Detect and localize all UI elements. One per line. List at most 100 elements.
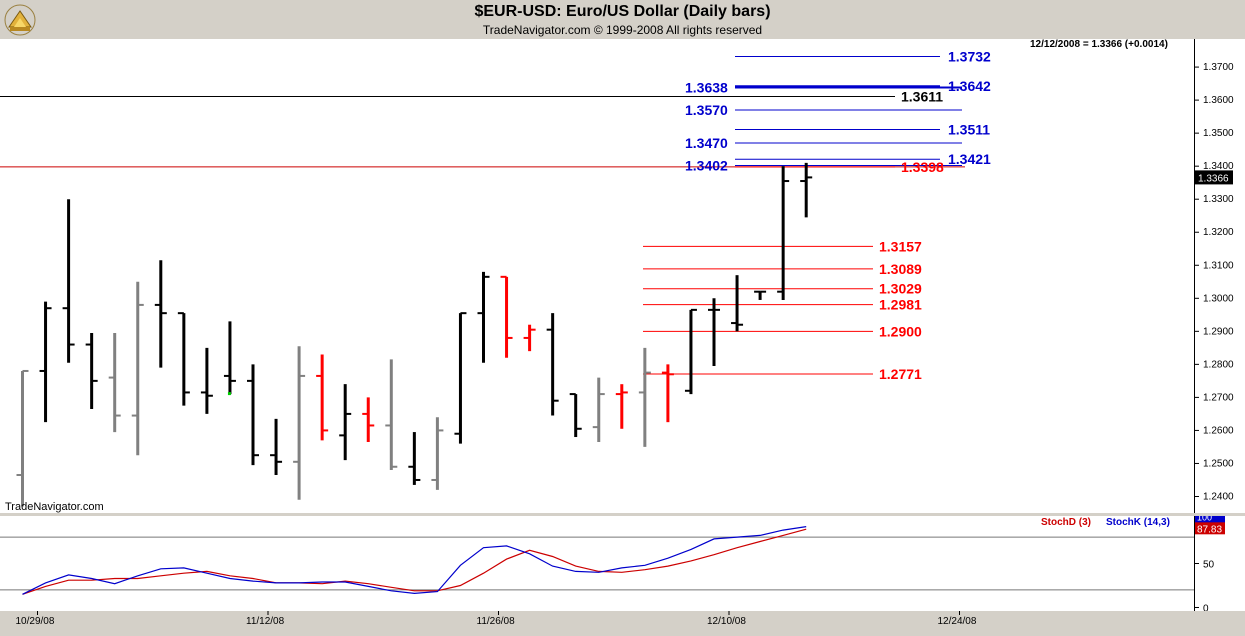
level-label-1.3570: 1.3570 [685, 102, 728, 118]
level-label-1.3642: 1.3642 [948, 78, 991, 94]
ohlc-bar [477, 271, 490, 363]
ohlc-bar [270, 418, 283, 476]
ohlc-bar [684, 308, 697, 395]
stochastic-axis-ticks: 05010010087.83 [1195, 512, 1225, 614]
date-tick-label: 10/29/08 [16, 616, 55, 627]
chart-header: $EUR-USD: Euro/US Dollar (Daily bars) Tr… [0, 0, 1245, 39]
price-tick-label: 1.2400 [1203, 491, 1234, 502]
price-axis[interactable]: 1.2400 1.2500 1.2600 1.2700 1.2800 1.2900 1.30… [1194, 39, 1245, 513]
price-tick-label: 1.3600 [1203, 95, 1234, 106]
stoch-k-legend: StochK (14,3) [1106, 517, 1170, 528]
price-tick-label: 1.2500 [1203, 458, 1234, 469]
ohlc-bar [16, 369, 29, 507]
ohlc-bar [177, 312, 190, 406]
price-tick-label: 1.3700 [1203, 62, 1234, 73]
level-label-1.3732: 1.3732 [948, 49, 991, 65]
green-marker [227, 392, 231, 396]
watermark: TradeNavigator.com [5, 501, 104, 513]
stoch-tick-label: 50 [1203, 560, 1215, 571]
stochastic-axis[interactable]: 05010010087.83 [1194, 512, 1245, 614]
ohlc-bar [200, 347, 213, 414]
ohlc-bar [731, 275, 744, 332]
level-label-1.3511: 1.3511 [948, 122, 990, 138]
copyright-line: TradeNavigator.com © 1999-2008 All right… [482, 23, 763, 37]
level-label-1.3402: 1.3402 [685, 158, 728, 174]
stoch-d-line [22, 528, 807, 595]
level-label-1.3611: 1.3611 [901, 88, 943, 104]
ohlc-bar [708, 298, 720, 367]
price-tick-label: 1.2800 [1203, 359, 1234, 370]
ohlc-bar [777, 166, 790, 300]
ohlc-bar [108, 332, 121, 433]
level-label-1.2900: 1.2900 [879, 323, 922, 339]
price-panel[interactable]: 1.3732 1.3642 1.3638 1.3611 1.3570 1.3511 1.34… [0, 39, 1194, 513]
price-tick-label: 1.2600 [1203, 425, 1234, 436]
ohlc-bar [500, 275, 513, 358]
level-label-1.3029: 1.3029 [879, 281, 922, 297]
stochastic-chart[interactable] [0, 516, 1194, 611]
price-tick-label: 1.2900 [1203, 326, 1234, 337]
date-axis[interactable]: 10/29/08 11/12/08 11/26/08 12/10/08 12/24/08 [0, 611, 1245, 631]
last-price-box [1195, 170, 1233, 185]
ohlc-bar [247, 364, 259, 466]
ohlc-bar [661, 364, 674, 423]
level-label-1.3470: 1.3470 [685, 135, 728, 151]
price-tick-label: 1.3300 [1203, 194, 1234, 205]
ohlc-bar [454, 312, 467, 444]
level-label-1.3638: 1.3638 [685, 80, 728, 96]
date-axis-ticks: 10/29/08 11/12/08 11/26/08 12/10/08 12/24/08 [16, 611, 977, 627]
ohlc-bar [408, 432, 421, 485]
price-axis-ticks: 1.2400 1.2500 1.2600 1.2700 1.2800 1.2900 1.30… [1195, 62, 1234, 502]
ohlc-bar [223, 321, 236, 395]
ohlc-bar [385, 359, 398, 471]
ohlc-bar [39, 301, 52, 423]
ohlc-bar [523, 324, 536, 352]
level-label-1.3398: 1.3398 [901, 159, 944, 175]
ohlc-bar [293, 346, 306, 500]
stochastic-panel[interactable]: StochD (3) StochK (14,3) [0, 516, 1194, 611]
level-label-1.3089: 1.3089 [879, 261, 922, 277]
stoch-tick-label: 0 [1203, 603, 1209, 611]
price-tick-label: 1.3100 [1203, 260, 1234, 271]
ohlc-bar [800, 162, 813, 218]
ohlc-bar [362, 397, 375, 442]
ohlc-bar [546, 313, 559, 416]
last-price-label: 1.3366 [1198, 173, 1229, 184]
ohlc-bar [131, 281, 144, 456]
ohlc-bar [431, 417, 444, 490]
ohlc-bar [569, 393, 582, 438]
price-tick-label: 1.3500 [1203, 128, 1234, 139]
price-tick-label: 1.3000 [1203, 293, 1234, 304]
date-tick-label: 11/26/08 [477, 616, 516, 627]
date-tick-label: 12/24/08 [938, 616, 977, 627]
ohlc-bar [754, 290, 767, 300]
price-tick-label: 1.3400 [1203, 161, 1234, 172]
quote-readout: 12/12/2008 = 1.3366 (+0.0014) [1030, 39, 1168, 50]
stoch-d-legend: StochD (3) [1041, 517, 1091, 528]
level-label-1.2981: 1.2981 [879, 297, 922, 313]
level-label-1.3421: 1.3421 [948, 151, 991, 167]
level-label-1.3157: 1.3157 [879, 238, 922, 254]
level-label-1.2771: 1.2771 [879, 366, 922, 382]
ohlc-bar [62, 199, 75, 363]
ohlc-bar [638, 347, 651, 447]
stoch-d-last-value: 87.83 [1197, 524, 1222, 535]
ohlc-bar [592, 377, 605, 442]
ohlc-bar [154, 260, 167, 368]
stoch-k-last-value: 100 [1197, 516, 1212, 523]
ohlc-bar [615, 384, 628, 429]
ohlc-bar [85, 332, 98, 409]
chart-title: $EUR-USD: Euro/US Dollar (Daily bars) [474, 3, 771, 20]
price-tick-label: 1.2700 [1203, 392, 1234, 403]
panel-separator[interactable] [0, 513, 1245, 516]
ohlc-bar [339, 384, 352, 461]
date-tick-label: 11/12/08 [246, 616, 285, 627]
stoch-k-last-box [1195, 512, 1225, 523]
stoch-d-last-box [1195, 522, 1225, 535]
price-chart[interactable]: 1.3732 1.3642 1.3638 1.3611 1.3570 1.3511 1.34… [0, 39, 1194, 513]
price-tick-label: 1.3200 [1203, 227, 1234, 238]
stoch-k-line [22, 526, 807, 595]
date-tick-label: 12/10/08 [707, 616, 746, 627]
ohlc-bar [316, 354, 329, 441]
trade-navigator-logo [4, 4, 36, 36]
